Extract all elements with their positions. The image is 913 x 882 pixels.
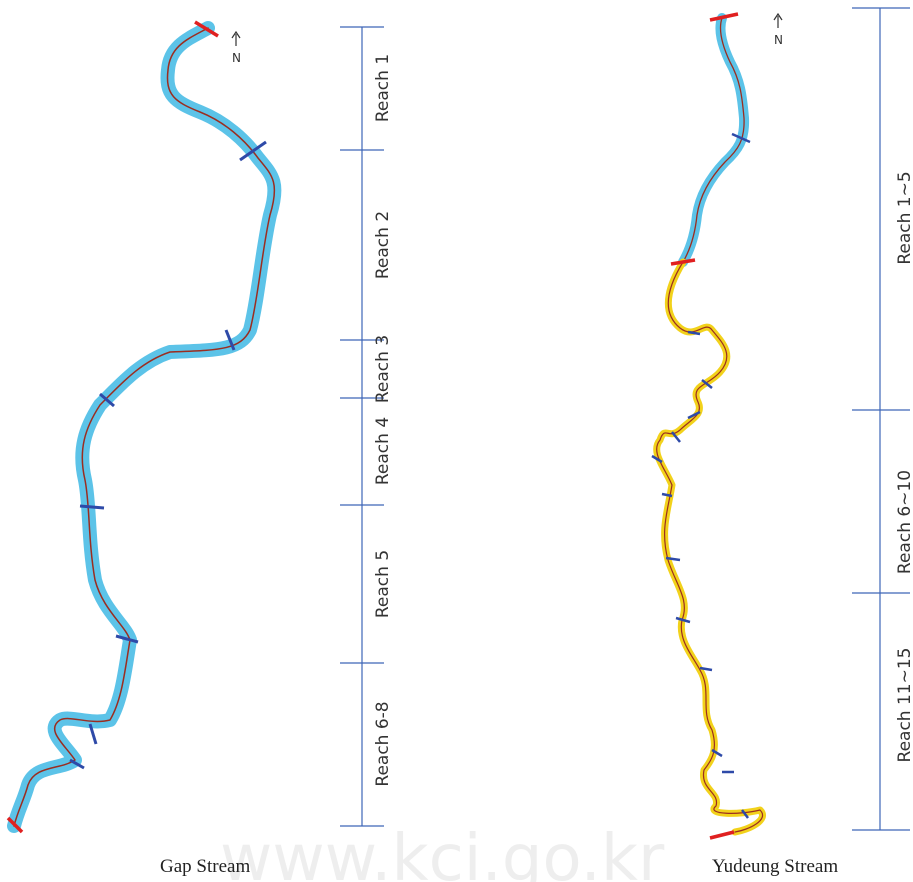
gap-section-marker bbox=[88, 723, 98, 745]
yudeung-reach-scale: Reach 1~5 Reach 6~10 Reach 11~15 bbox=[852, 7, 913, 831]
yudeung-stream-channel-upper bbox=[678, 13, 750, 267]
gap-stream-centerline bbox=[13, 27, 276, 827]
gap-section-marker bbox=[115, 634, 139, 644]
reach-label: Reach 1~5 bbox=[895, 171, 913, 264]
yudeung-stream-panel: N Reach 1~5 Reach 6~10 Reach 11~15 Yudeu… bbox=[651, 7, 913, 877]
yudeung-section-marker bbox=[699, 666, 713, 672]
yudeung-section-marker bbox=[687, 330, 701, 336]
reach-label: Reach 5 bbox=[373, 550, 393, 618]
reach-label: Reach 11~15 bbox=[895, 648, 913, 763]
yudeung-section-marker bbox=[711, 748, 723, 758]
yudeung-stream-caption: Yudeung Stream bbox=[712, 856, 838, 877]
yudeung-start-marker bbox=[709, 12, 739, 22]
yudeung-section-marker bbox=[731, 132, 751, 144]
gap-section-marker bbox=[69, 758, 85, 770]
gap-section-marker bbox=[239, 140, 267, 162]
reach-label: Reach 2 bbox=[373, 211, 393, 279]
gap-stream-channel bbox=[7, 21, 282, 833]
yudeung-stream-centerline-upper bbox=[682, 17, 745, 263]
reach-label: Reach 6-8 bbox=[373, 701, 393, 786]
yudeung-section-marker bbox=[675, 616, 691, 624]
gap-north-arrow: N bbox=[231, 30, 241, 65]
gap-stream-caption: Gap Stream bbox=[160, 856, 250, 877]
yudeung-end-marker bbox=[709, 830, 735, 840]
yudeung-section-marker bbox=[661, 492, 673, 498]
watermark: www.kci.go.kr bbox=[220, 822, 665, 882]
yudeung-stream-channel-lower bbox=[653, 258, 766, 836]
yudeung-section-marker bbox=[701, 379, 713, 389]
gap-stream-end-marker bbox=[6, 816, 24, 834]
north-label: N bbox=[774, 33, 783, 47]
reach-label: Reach 6~10 bbox=[895, 470, 913, 574]
gap-section-marker bbox=[99, 392, 115, 408]
yudeung-section-marker bbox=[687, 410, 701, 420]
yudeung-section-marker bbox=[671, 431, 681, 443]
yudeung-stream-centerline-lower bbox=[656, 261, 763, 833]
gap-section-marker bbox=[79, 504, 105, 510]
reach-label: Reach 4 bbox=[373, 417, 393, 485]
north-label: N bbox=[232, 51, 241, 65]
gap-stream-panel: N Reach 1 Reach 2 Reach 3 Reach 4 Reach … bbox=[6, 20, 393, 877]
yudeung-section-marker bbox=[665, 556, 681, 562]
yudeung-section-marker bbox=[741, 809, 749, 819]
gap-reach-scale: Reach 1 Reach 2 Reach 3 Reach 4 Reach 5 … bbox=[340, 26, 393, 827]
yudeung-section-marker bbox=[651, 454, 663, 464]
reach-label: Reach 3 bbox=[373, 335, 393, 403]
gap-stream-start-marker bbox=[194, 20, 219, 38]
yudeung-north-arrow: N bbox=[773, 12, 783, 47]
yudeung-junction-marker bbox=[670, 258, 696, 266]
gap-section-marker bbox=[224, 329, 236, 351]
reach-label: Reach 1 bbox=[373, 54, 393, 122]
